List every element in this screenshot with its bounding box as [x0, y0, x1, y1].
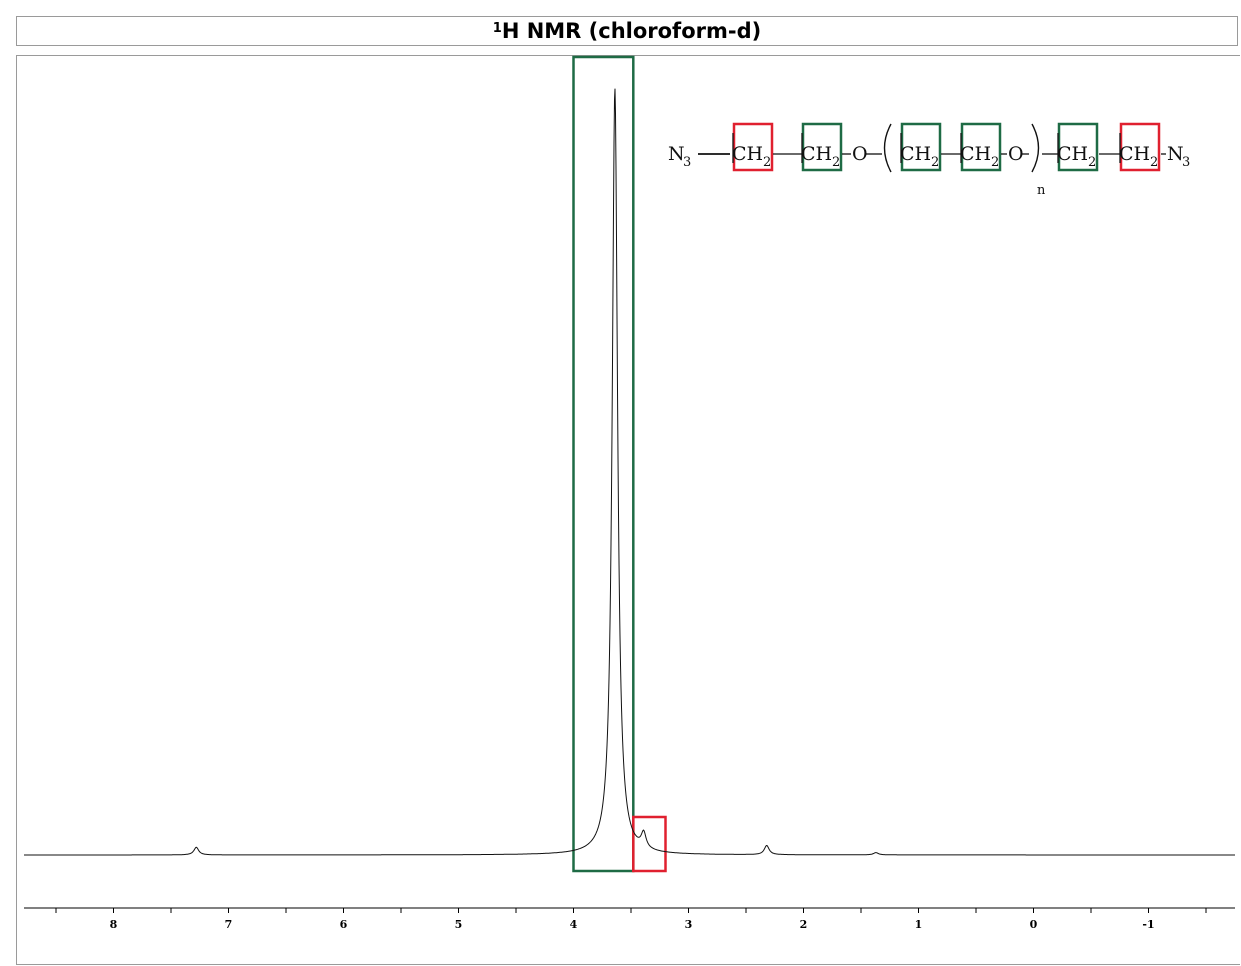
x-tick-label-4: 4 [570, 918, 578, 931]
x-axis: 8 7 6 5 4 3 2 1 0 -1 [24, 907, 1235, 931]
highlight-box-green [572, 55, 635, 873]
formula-oxygen-2: O [1008, 143, 1024, 165]
ch2-box-3 [960, 122, 1002, 172]
title-superscript: 1 [492, 20, 502, 36]
plot-area-border [16, 55, 1240, 965]
formula-ch2-2: CH [900, 143, 931, 165]
formula-ch2-4: CH [1057, 143, 1088, 165]
formula-ch2-0: CH [732, 143, 763, 165]
x-tick-label-6: 6 [340, 918, 348, 931]
formula-n3-right: N [1167, 143, 1184, 165]
ch2-box-2 [900, 122, 942, 172]
ch2-box-4 [1057, 122, 1099, 172]
ch2-box-1 [801, 122, 843, 172]
formula-repeat-n: n [1037, 183, 1046, 198]
formula-ch2-sub-3: 2 [991, 155, 999, 170]
formula-ch2-sub-5: 2 [1150, 155, 1158, 170]
formula-ch2-sub-1: 2 [832, 155, 840, 170]
formula-ch2-sub-2: 2 [931, 155, 939, 170]
bracket-open [883, 123, 892, 173]
formula-ch2-1: CH [801, 143, 832, 165]
x-tick-label-7: 7 [225, 918, 233, 931]
formula-ch2-sub-4: 2 [1088, 155, 1096, 170]
x-tick-label-5: 5 [455, 918, 463, 931]
highlight-box-red [632, 815, 667, 873]
formula-n3-left: N [668, 143, 685, 165]
formula-ch2-sub-0: 2 [763, 155, 771, 170]
spectrum-line [24, 88, 1235, 856]
formula-ch2-3: CH [960, 143, 991, 165]
x-tick-label-8: 8 [110, 918, 118, 931]
x-tick-label-1: 1 [915, 918, 923, 931]
x-tick-label-3: 3 [685, 918, 693, 931]
spectrum-layer [24, 88, 1235, 856]
formula-oxygen-1: O [852, 143, 868, 165]
ch2-box-0 [732, 122, 774, 172]
formula-ch2-5: CH [1119, 143, 1150, 165]
bracket-close [1031, 123, 1040, 173]
ch2-box-5 [1119, 122, 1161, 172]
title-text: H NMR (chloroform-d) [501, 19, 762, 43]
formula-n3-left-sub: 3 [683, 155, 691, 170]
x-tick-label-0: 0 [1030, 918, 1038, 931]
x-tick-label--1: -1 [1142, 918, 1154, 931]
x-tick-label-2: 2 [800, 918, 808, 931]
formula-n3-right-sub: 3 [1182, 155, 1190, 170]
highlight-layer [572, 55, 667, 873]
